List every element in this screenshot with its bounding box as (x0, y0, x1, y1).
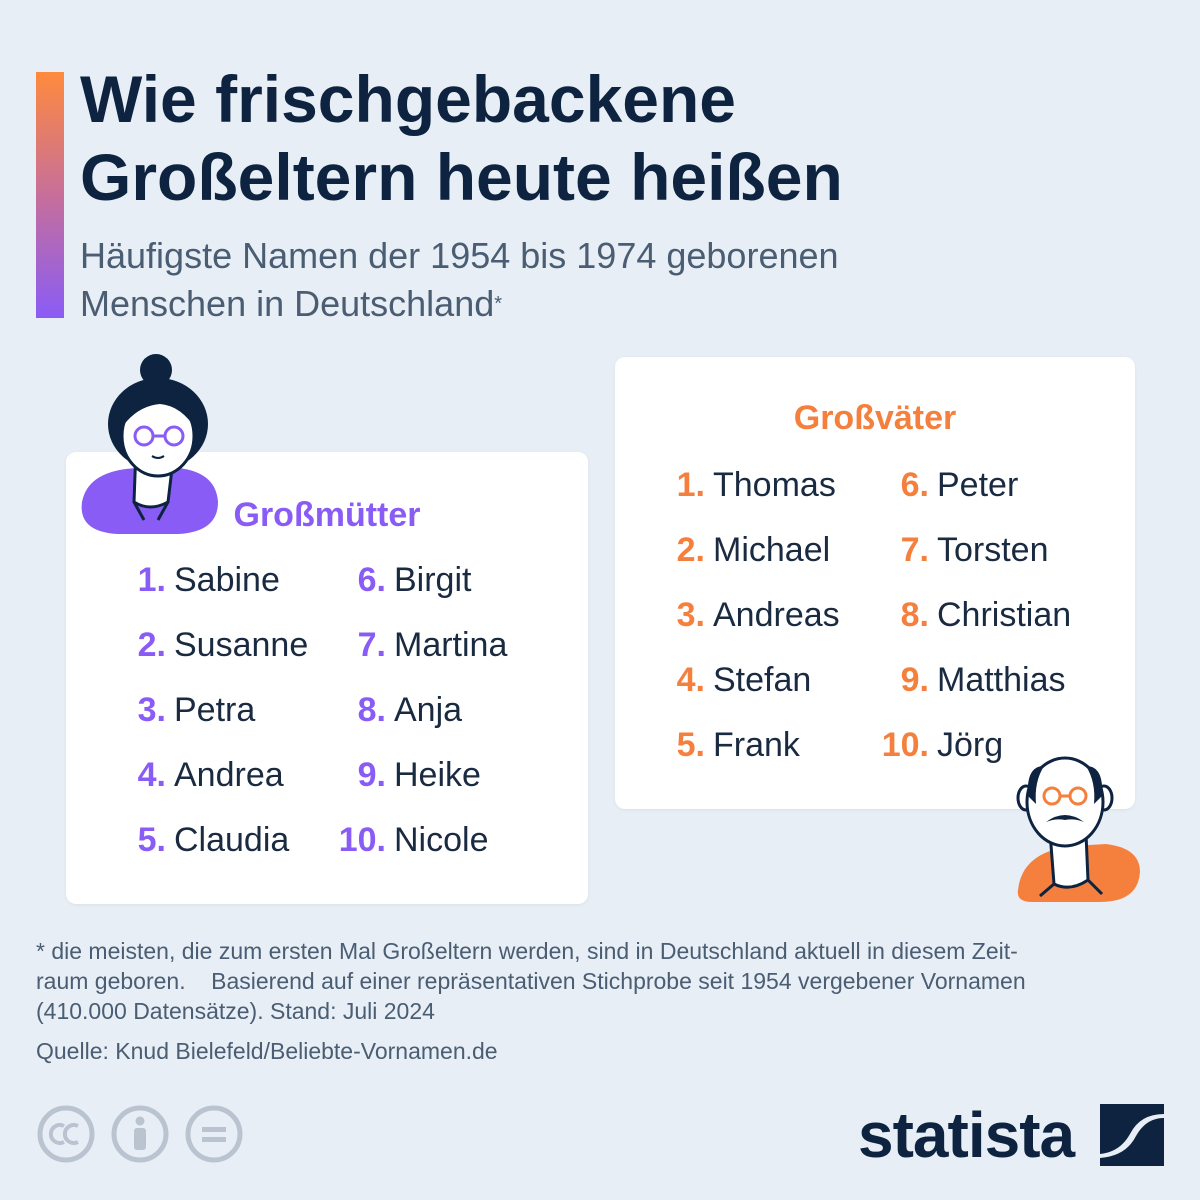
footnote-line-3: (410.000 Datensätze). Stand: Juli 2024 (36, 998, 435, 1024)
name-list-item: 2. Michael (645, 528, 831, 572)
name-list-item: 5. Frank (645, 723, 800, 767)
first-name: Sabine (174, 561, 280, 599)
name-list-item: 1. Thomas (645, 463, 836, 507)
first-name: Martina (394, 626, 508, 664)
name-list-item: 5. Claudia (106, 818, 290, 862)
statista-logo-icon (1100, 1104, 1164, 1166)
rank-number: 3. (676, 596, 705, 634)
name-list-item: 8. Anja (326, 688, 462, 732)
first-name: Andreas (713, 596, 840, 634)
name-list-item: 1. Sabine (106, 558, 280, 602)
rank-number: 10. (881, 726, 929, 764)
statista-logo-text[interactable]: statista (858, 1099, 1075, 1171)
subtitle-line-2-text: Menschen in Deutschland (80, 283, 495, 324)
rank-number: 1. (137, 561, 166, 599)
first-name: Stefan (713, 661, 812, 699)
name-list-item: 3. Andreas (645, 593, 840, 637)
name-list-item: 7. Torsten (869, 528, 1049, 572)
title-accent-bar (36, 72, 64, 318)
first-name: Torsten (937, 531, 1049, 569)
rank-number: 10. (338, 821, 386, 859)
name-list-item: 9. Matthias (869, 658, 1066, 702)
grandfathers-card: Großväter 1. Thomas 2. Michael 3. Andreas 4. St… (615, 357, 1135, 809)
name-list-item: 6. Birgit (326, 558, 472, 602)
first-name: Jörg (937, 726, 1004, 764)
grandmothers-card: Großmütter 1. Sabine 2. Susanne 3. Petra 4. And… (66, 452, 588, 904)
rank-number: 2. (137, 626, 166, 664)
grandfathers-heading: Großväter (793, 399, 957, 437)
name-list-item: 7. Martina (326, 623, 508, 667)
rank-number: 7. (357, 626, 386, 664)
rank-number: 2. (676, 531, 705, 569)
grandfather-illustration (1016, 756, 1140, 902)
rank-number: 8. (900, 596, 929, 634)
name-list-item: 3. Petra (106, 688, 256, 732)
cc-icon[interactable] (36, 1104, 96, 1164)
no-derivatives-icon[interactable] (184, 1104, 244, 1164)
first-name: Michael (713, 531, 831, 569)
rank-number: 1. (676, 466, 705, 504)
subtitle-line-1: Häufigste Namen der 1954 bis 1974 gebore… (80, 235, 839, 276)
grandmother-illustration (81, 354, 218, 534)
first-name: Christian (937, 596, 1072, 634)
name-list-item: 10. Nicole (326, 818, 489, 862)
rank-number: 8. (357, 691, 386, 729)
name-list-item: 6. Peter (869, 463, 1019, 507)
name-list-item: 2. Susanne (106, 623, 309, 667)
footnote: * die meisten, die zum ersten Mal Großel… (36, 936, 1166, 1026)
name-list-item: 4. Stefan (645, 658, 812, 702)
page-subtitle: Häufigste Namen der 1954 bis 1974 gebore… (80, 232, 1080, 328)
first-name: Nicole (394, 821, 489, 859)
first-name: Frank (713, 726, 800, 764)
page-title: Wie frischgebackene Großeltern heute hei… (80, 60, 1160, 216)
footnote-line-1: * die meisten, die zum ersten Mal Großel… (36, 938, 1018, 964)
first-name: Anja (394, 691, 463, 729)
footnote-marker: * (494, 293, 503, 315)
rank-number: 5. (676, 726, 705, 764)
rank-number: 3. (137, 691, 166, 729)
rank-number: 6. (357, 561, 386, 599)
rank-number: 7. (900, 531, 929, 569)
first-name: Birgit (394, 561, 472, 599)
grandmothers-heading: Großmütter (233, 496, 421, 534)
attribution-icon[interactable] (110, 1104, 170, 1164)
first-name: Matthias (937, 661, 1066, 699)
name-list-item: 4. Andrea (106, 753, 284, 797)
footnote-line-2: raum geboren. Basierend auf einer repräs… (36, 968, 1026, 994)
rank-number: 4. (137, 756, 166, 794)
title-line-1: Wie frischgebackene (80, 62, 737, 136)
rank-number: 5. (137, 821, 166, 859)
subtitle-line-2: Menschen in Deutschland* (80, 280, 1080, 328)
rank-number: 9. (357, 756, 386, 794)
rank-number: 4. (676, 661, 705, 699)
name-list-item: 10. Jörg (869, 723, 1003, 767)
first-name: Andrea (174, 756, 284, 794)
title-line-2: Großeltern heute heißen (80, 140, 843, 214)
name-list-item: 8. Christian (869, 593, 1072, 637)
rank-number: 6. (900, 466, 929, 504)
name-list-item: 9. Heike (326, 753, 481, 797)
first-name: Heike (394, 756, 481, 794)
first-name: Thomas (713, 466, 836, 504)
source-note: Quelle: Knud Bielefeld/Beliebte-Vornamen… (36, 1038, 498, 1064)
first-name: Peter (937, 466, 1019, 504)
first-name: Petra (174, 691, 256, 729)
first-name: Susanne (174, 626, 309, 664)
rank-number: 9. (900, 661, 929, 699)
first-name: Claudia (174, 821, 290, 859)
